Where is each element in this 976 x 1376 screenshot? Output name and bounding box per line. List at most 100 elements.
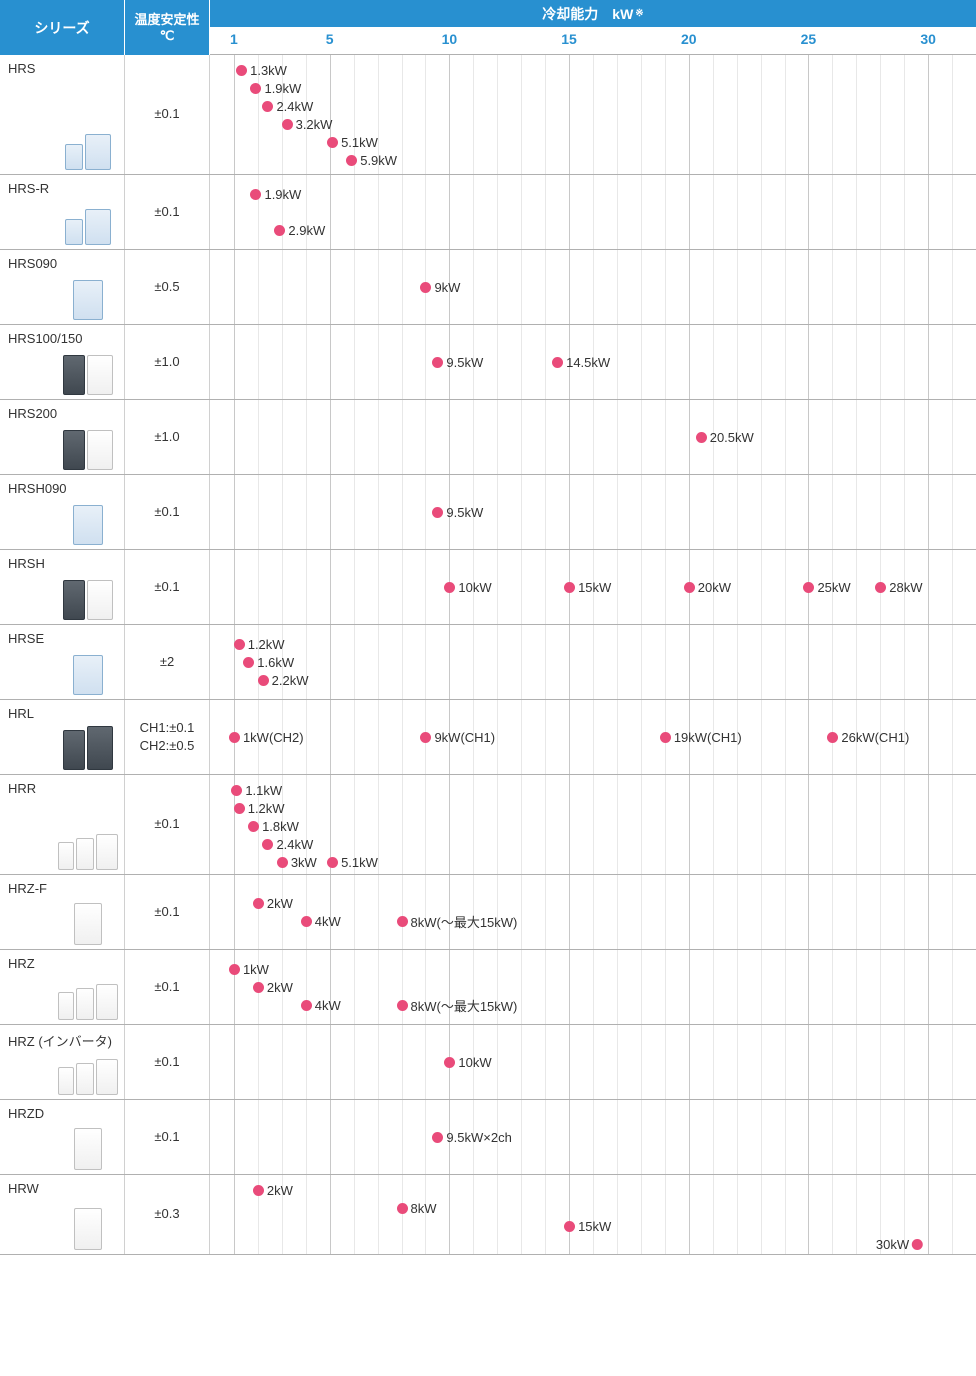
dot-icon (234, 803, 245, 814)
data-point: 2kW (253, 979, 293, 997)
point-line: 2.2kW (210, 672, 976, 690)
point-label: 20.5kW (710, 430, 754, 445)
point-line: 4kW 8kW(〜最大15kW) (210, 997, 976, 1015)
point-line (210, 1072, 976, 1090)
data-point: 9.5kW×2ch (432, 1129, 511, 1147)
data-point: 8kW(〜最大15kW) (397, 997, 518, 1015)
point-line (210, 372, 976, 390)
data-point: 1.9kW (250, 79, 301, 97)
scale-tick-label: 25 (801, 31, 817, 47)
point-label: 8kW (411, 1201, 437, 1216)
stability-cell: ±1.0 (125, 400, 210, 474)
stability-cell: ±2 (125, 625, 210, 699)
data-point: 30kW (876, 1235, 923, 1253)
product-image (58, 125, 118, 170)
point-line: 10kW (210, 1054, 976, 1072)
data-point: 1.9kW (250, 186, 301, 204)
stability-cell: ±0.1 (125, 475, 210, 549)
point-line: 1.8kW (210, 817, 976, 835)
point-line: 1.1kW (210, 781, 976, 799)
data-point: 2.2kW (258, 672, 309, 690)
table-row: HRS-R ±0.1 1.9kW 2.9kW (0, 175, 976, 250)
table-row: HRZ-F±0.12kW4kW8kW(〜最大15kW) (0, 875, 976, 950)
dot-icon (229, 732, 240, 743)
point-label: 2kW (267, 980, 293, 995)
stability-header-line1: 温度安定性 (134, 12, 199, 28)
point-label: 19kW(CH1) (674, 730, 742, 745)
series-label: HRSH (8, 556, 120, 571)
series-label: HRS090 (8, 256, 120, 271)
data-point: 1.1kW (231, 781, 282, 799)
point-line (210, 411, 976, 429)
series-label: HRZD (8, 1106, 120, 1121)
data-point: 1.2kW (234, 799, 285, 817)
stability-cell: CH1:±0.1CH2:±0.5 (125, 700, 210, 774)
point-label: 4kW (315, 914, 341, 929)
chart-cell: 10kW (210, 1025, 976, 1099)
chart-cell: 1.3kW1.9kW2.4kW3.2kW5.1kW5.9kW (210, 55, 976, 174)
table-row: HRS100/150±1.09.5kW14.5kW (0, 325, 976, 400)
product-image (58, 1205, 118, 1250)
series-label: HRZ-F (8, 881, 120, 896)
series-cell: HRL (0, 700, 125, 774)
point-label: 2.9kW (288, 223, 325, 238)
dot-icon (432, 1132, 443, 1143)
series-label: HRS-R (8, 181, 120, 196)
point-line: 2.4kW (210, 835, 976, 853)
scale-tick-label: 15 (561, 31, 577, 47)
stability-cell: ±0.1 (125, 55, 210, 174)
data-point: 2kW (253, 1181, 293, 1199)
product-image (58, 275, 118, 320)
dot-icon (327, 137, 338, 148)
point-line (210, 711, 976, 729)
data-point: 8kW(〜最大15kW) (397, 913, 518, 931)
series-cell: HRS100/150 (0, 325, 125, 399)
product-image (58, 425, 118, 470)
dot-icon (253, 1185, 264, 1196)
series-cell: HRS-R (0, 175, 125, 249)
dot-icon (346, 155, 357, 166)
series-label: HRZ (インバータ) (8, 1031, 120, 1050)
cooling-title-label: 冷却能力 kW (542, 4, 633, 24)
point-label: 5.1kW (341, 135, 378, 150)
series-label: HRS100/150 (8, 331, 120, 346)
point-line: 2.9kW (210, 222, 976, 240)
data-point: 28kW (875, 579, 922, 597)
point-line (210, 336, 976, 354)
data-point: 19kW(CH1) (660, 729, 742, 747)
chart-cell: 2kW4kW8kW(〜最大15kW) (210, 875, 976, 949)
series-cell: HRSH (0, 550, 125, 624)
product-image (58, 200, 118, 245)
series-column-header: シリーズ (0, 0, 125, 55)
point-label: 2.4kW (276, 99, 313, 114)
point-label: 5.9kW (360, 153, 397, 168)
chart-cell: 9.5kW (210, 475, 976, 549)
data-point: 9.5kW (432, 354, 483, 372)
chart-cell: 20.5kW (210, 400, 976, 474)
point-line (210, 447, 976, 465)
point-line (210, 297, 976, 315)
dot-icon (301, 916, 312, 927)
point-line: 3.2kW (210, 115, 976, 133)
table-row: HRSH090±0.19.5kW (0, 475, 976, 550)
series-label: HRR (8, 781, 120, 796)
dot-icon (277, 857, 288, 868)
series-label: HRS (8, 61, 120, 76)
chart-cell: 9.5kW14.5kW (210, 325, 976, 399)
point-line (210, 561, 976, 579)
dot-icon (684, 582, 695, 593)
stability-column-header: 温度安定性 ℃ (125, 0, 210, 55)
point-line (210, 522, 976, 540)
data-point: 26kW(CH1) (827, 729, 909, 747)
table-row: HRS090±0.59kW (0, 250, 976, 325)
stability-cell: ±0.1 (125, 175, 210, 249)
point-line: 2.4kW (210, 97, 976, 115)
point-label: 30kW (876, 1237, 909, 1252)
point-line: 5.9kW (210, 151, 976, 169)
dot-icon (564, 582, 575, 593)
series-cell: HRW (0, 1175, 125, 1254)
dot-icon (444, 582, 455, 593)
data-point: 2.9kW (274, 222, 325, 240)
table-row: HRSE±21.2kW1.6kW2.2kW (0, 625, 976, 700)
point-label: 4kW (315, 998, 341, 1013)
